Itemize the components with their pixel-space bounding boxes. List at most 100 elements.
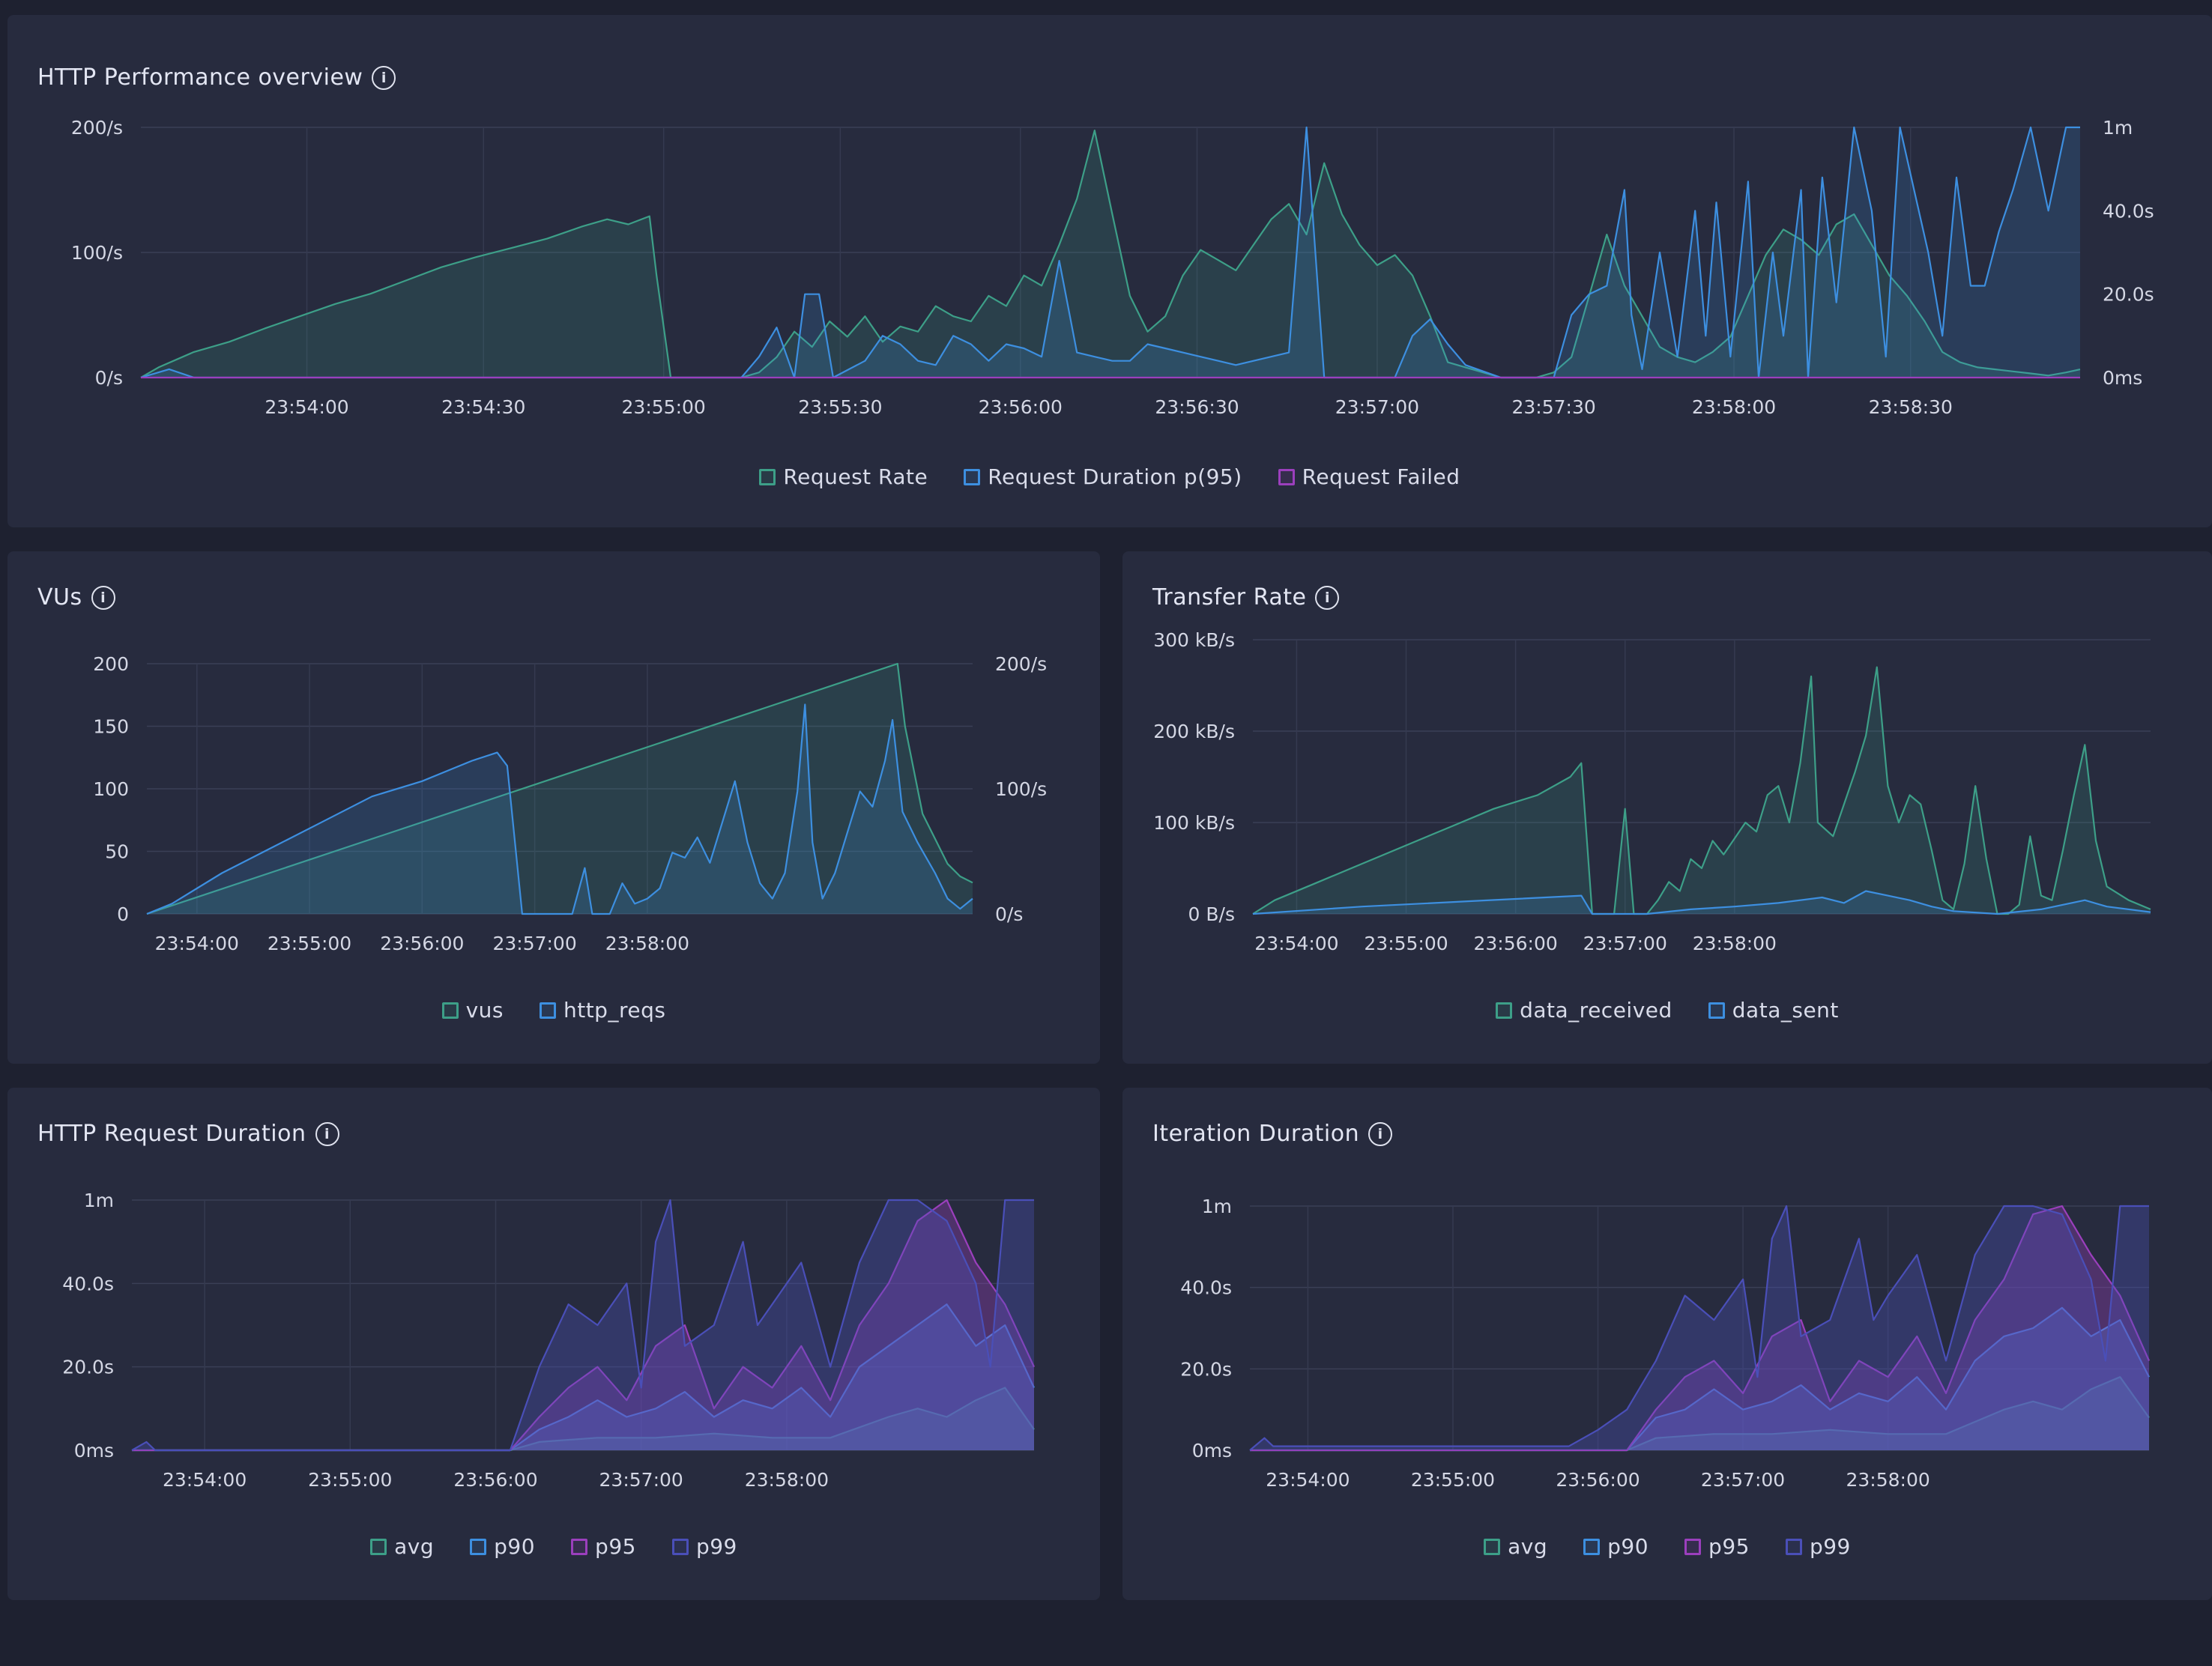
- x-tick-label: 23:57:00: [1335, 396, 1419, 418]
- y-tick-label: 20.0s: [62, 1357, 114, 1378]
- x-tick-label: 23:56:00: [1556, 1469, 1640, 1491]
- legend-item-data-received[interactable]: data_received: [1496, 998, 1672, 1023]
- y-right-tick-label: 1m: [2103, 117, 2133, 139]
- info-icon[interactable]: i: [1315, 585, 1340, 610]
- panel-title: HTTP Performance overview i: [37, 64, 396, 91]
- legend-item-p95[interactable]: p95: [1684, 1534, 1750, 1559]
- y-right-tick-label: 40.0s: [2103, 200, 2154, 222]
- legend-label: data_received: [1520, 998, 1672, 1023]
- legend-item-avg[interactable]: avg: [370, 1534, 434, 1559]
- y-tick-label: 100: [93, 778, 129, 800]
- series-area-data-received: [1253, 667, 2151, 914]
- y-tick-label: 200: [93, 653, 129, 675]
- overview-chart: 0/s 100/s 200/s 0ms 20.0s 40.0s 1m 23:54:00 23:5…: [71, 117, 2154, 418]
- y-tick-label: 0ms: [1192, 1440, 1232, 1461]
- y-right-tick-label: 200/s: [995, 653, 1047, 675]
- x-tick-label: 23:55:30: [798, 396, 882, 418]
- series-line-data-sent: [1252, 890, 2151, 915]
- legend-label: Request Rate: [783, 464, 928, 489]
- series-line-data-received: [1252, 666, 2151, 915]
- series-line-p99: [1249, 1205, 2149, 1451]
- legend-item-p95[interactable]: p95: [571, 1534, 636, 1559]
- x-tick-label: 23:56:00: [1473, 933, 1557, 954]
- info-icon[interactable]: i: [315, 1121, 339, 1146]
- y-right-tick-label: 20.0s: [2103, 284, 2154, 306]
- y-tick-label: 20.0s: [1180, 1358, 1232, 1380]
- legend-item-p99[interactable]: p99: [1785, 1534, 1851, 1559]
- panel-title: Iteration Duration i: [1152, 1121, 1393, 1147]
- legend-item-p90[interactable]: p90: [470, 1534, 535, 1559]
- panel-title: VUs i: [37, 584, 115, 611]
- panel-title-text: HTTP Request Duration: [37, 1121, 306, 1147]
- x-tick-label: 23:54:30: [441, 396, 525, 418]
- legend-item-data-sent[interactable]: data_sent: [1708, 998, 1839, 1023]
- y-tick-label: 50: [105, 841, 129, 863]
- vus-chart: 0 50 100 150 200 0/s 100/s 200/s 23:54:00 23:55:0…: [93, 653, 1047, 954]
- panel-title-text: Iteration Duration: [1152, 1121, 1360, 1147]
- legend-swatch: [1484, 1538, 1501, 1555]
- x-tick-label: 23:55:00: [268, 933, 351, 954]
- legend-item-request-failed[interactable]: Request Failed: [1278, 464, 1460, 489]
- panel-vus: VUs i 0 50 100 150 200 0/s 100/s 200/s 23:54:00 2…: [7, 551, 1100, 1064]
- legend-label: Request Duration p(95): [988, 464, 1242, 489]
- legend-swatch: [964, 468, 981, 485]
- legend: data_received data_sent: [1122, 998, 2212, 1023]
- legend-label: p99: [695, 1534, 737, 1559]
- info-icon[interactable]: i: [91, 585, 115, 610]
- legend-item-p99[interactable]: p99: [671, 1534, 737, 1559]
- legend-item-avg[interactable]: avg: [1484, 1534, 1547, 1559]
- x-tick-label: 23:57:00: [492, 933, 576, 954]
- legend-swatch: [441, 1002, 459, 1019]
- legend-swatch: [539, 1002, 556, 1019]
- x-tick-label: 23:57:00: [1583, 933, 1667, 954]
- legend-swatch: [1278, 468, 1295, 485]
- panel-http-request-duration: HTTP Request Duration i 0ms 20.0s 40.0s 1m 2…: [7, 1088, 1100, 1600]
- x-tick-label: 23:54:00: [155, 933, 239, 954]
- panel-transfer-rate: Transfer Rate i 0 B/s 100 kB/s 200 kB/s 300…: [1122, 551, 2212, 1064]
- y-tick-label: 0/s: [95, 367, 123, 389]
- x-tick-label: 23:58:30: [1869, 396, 1953, 418]
- legend-item-vus[interactable]: vus: [441, 998, 504, 1023]
- legend: avg p90 p95 p99: [1122, 1534, 2212, 1559]
- panel-title: Transfer Rate i: [1152, 584, 1340, 611]
- y-tick-label: 150: [93, 716, 129, 738]
- x-tick-label: 23:57:00: [599, 1469, 683, 1491]
- x-tick-label: 23:58:00: [745, 1469, 829, 1491]
- x-tick-label: 23:55:00: [1411, 1469, 1495, 1491]
- info-icon[interactable]: i: [1368, 1121, 1393, 1146]
- legend-label: data_sent: [1732, 998, 1839, 1023]
- legend-swatch: [1684, 1538, 1702, 1555]
- x-tick-label: 23:57:00: [1701, 1469, 1785, 1491]
- x-tick-label: 23:56:00: [453, 1469, 537, 1491]
- legend-item-request-rate[interactable]: Request Rate: [759, 464, 928, 489]
- y-tick-label: 0: [117, 903, 129, 925]
- info-icon[interactable]: i: [372, 65, 396, 90]
- panel-title-text: VUs: [37, 584, 82, 611]
- series-line-vus: [146, 662, 973, 915]
- legend-label: avg: [1508, 1534, 1548, 1559]
- y-tick-label: 0 B/s: [1188, 903, 1235, 925]
- series-area-p95: [132, 1200, 1034, 1450]
- series-area-p99: [1250, 1206, 2149, 1450]
- legend-swatch: [1496, 1002, 1513, 1019]
- legend-item-request-duration-p-95[interactable]: Request Duration p(95): [964, 464, 1242, 489]
- y-tick-label: 1m: [1202, 1196, 1232, 1217]
- series-area-p95: [1250, 1206, 2149, 1450]
- series-line-avg: [132, 1387, 1035, 1452]
- legend-item-http-reqs[interactable]: http_reqs: [539, 998, 665, 1023]
- request-duration-chart: 0ms 20.0s 40.0s 1m 23:54:00 23:55:00 23:56:00 2…: [62, 1190, 1035, 1491]
- legend-swatch: [370, 1538, 387, 1555]
- legend-item-p90[interactable]: p90: [1583, 1534, 1649, 1559]
- legend-label: avg: [394, 1534, 435, 1559]
- y-tick-label: 0ms: [74, 1440, 114, 1461]
- x-tick-label: 23:54:00: [265, 396, 348, 418]
- y-tick-label: 200/s: [71, 117, 123, 139]
- panel-title-text: Transfer Rate: [1152, 584, 1307, 611]
- x-tick-label: 23:57:30: [1511, 396, 1595, 418]
- x-tick-label: 23:56:30: [1155, 396, 1239, 418]
- series-line-http-reqs: [146, 703, 973, 915]
- legend: avg p90 p95 p99: [7, 1534, 1100, 1559]
- x-tick-label: 23:54:00: [163, 1469, 247, 1491]
- series-line-p90: [132, 1303, 1035, 1452]
- x-tick-label: 23:55:00: [1364, 933, 1448, 954]
